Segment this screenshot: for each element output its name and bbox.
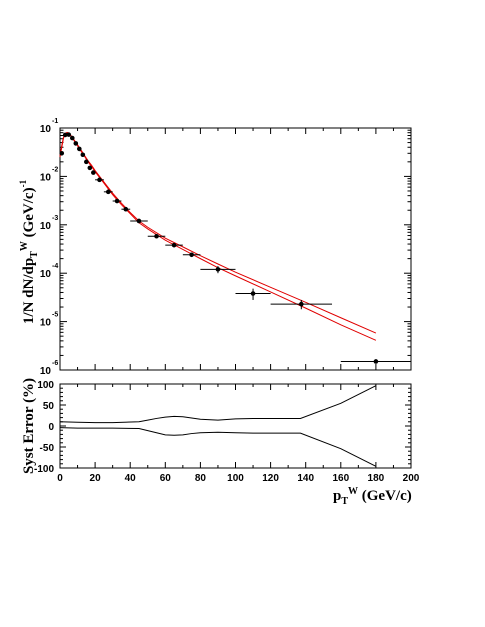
main-y-axis-title: 1/N dN/dpTW (GeV/c)-1 <box>18 179 40 324</box>
main-y-tick-exponent: -4 <box>52 263 58 270</box>
data-point <box>250 291 256 296</box>
data-point <box>77 146 82 152</box>
main-y-axis-title-tail: (GeV/c) <box>21 187 37 241</box>
main-y-axis-title-sup: W <box>19 241 30 251</box>
x-tick-label: 200 <box>403 473 420 484</box>
main-y-tick-label: 10 <box>40 318 52 329</box>
ratio-ticks <box>59 383 412 469</box>
syst-error-line <box>59 427 377 467</box>
fit-curve <box>59 131 377 334</box>
data-point <box>73 141 79 146</box>
main-panel: 10-110-210-310-410-510-6 1/N dN/dpTW (Ge… <box>18 118 412 377</box>
data-point <box>171 242 177 248</box>
main-y-tick-label: 10 <box>40 221 52 232</box>
data-point <box>62 132 68 138</box>
main-plot-frame <box>59 127 412 371</box>
data-point <box>59 151 65 156</box>
x-axis-title-sup: W <box>348 486 358 497</box>
x-axis-title-tail: (GeV/c) <box>358 488 412 504</box>
x-tick-label: 20 <box>90 473 102 484</box>
data-point <box>69 135 75 141</box>
x-tick-label: 40 <box>125 473 137 484</box>
x-tick-label: 100 <box>227 473 244 484</box>
ratio-y-tick-label: -50 <box>40 443 55 454</box>
data-point <box>84 159 89 165</box>
x-tick-labels: 0 20 40 60 80 100 120 140 160 180 200 <box>57 473 420 484</box>
ratio-plot-frame <box>59 383 412 469</box>
main-y-tick-exponent: -3 <box>52 215 58 222</box>
syst-error-line <box>59 385 377 424</box>
main-data-points <box>59 132 411 364</box>
main-y-tick-exponent: -6 <box>52 360 58 367</box>
x-axis-title: pTW (GeV/c) <box>333 486 412 507</box>
data-point <box>66 132 72 137</box>
data-point <box>105 189 111 195</box>
main-y-tick-label: 10 <box>40 124 52 135</box>
main-fit-curves <box>59 131 377 341</box>
data-point <box>91 170 96 175</box>
main-y-axis-title-sub: T <box>29 251 40 258</box>
x-axis-title-main: p <box>333 488 341 504</box>
data-point <box>123 206 129 212</box>
main-y-tick-label: 10 <box>40 366 52 377</box>
data-point <box>87 165 93 171</box>
data-point <box>299 301 304 307</box>
main-y-axis-title-tail-sup: -1 <box>18 179 28 187</box>
data-point <box>215 267 221 272</box>
ratio-y-tick-label: -100 <box>34 464 54 475</box>
x-axis-title-sub: T <box>341 496 348 507</box>
x-tick-label: 180 <box>368 473 385 484</box>
x-tick-label: 120 <box>262 473 279 484</box>
main-ticks <box>59 127 412 371</box>
data-point <box>97 177 102 183</box>
data-point <box>189 252 194 258</box>
main-y-tick-exponent: -2 <box>52 166 58 173</box>
ratio-y-tick-label: 50 <box>43 401 55 412</box>
x-tick-label: 0 <box>57 473 63 484</box>
main-y-tick-exponent: -5 <box>52 312 58 319</box>
main-y-axis-title-main: 1/N dN/dp <box>21 258 37 324</box>
main-y-tick-label: 10 <box>40 269 52 280</box>
x-tick-label: 80 <box>195 473 207 484</box>
x-tick-label: 160 <box>332 473 349 484</box>
ratio-y-axis-title: Syst Error (%) <box>21 378 37 474</box>
ratio-y-tick-label: 0 <box>48 422 54 433</box>
data-point <box>154 233 159 239</box>
ratio-error-bands <box>59 385 377 467</box>
ratio-y-tick-labels: 100 50 0 -50 -100 <box>34 380 54 475</box>
x-tick-label: 60 <box>160 473 172 484</box>
main-y-tick-exponent: -1 <box>52 118 58 125</box>
data-point <box>114 198 120 204</box>
data-point <box>80 152 86 158</box>
ratio-panel: 100 50 0 -50 -100 0 20 40 60 80 100 120 140 160 180 20… <box>21 378 420 507</box>
main-y-tick-label: 10 <box>40 172 52 183</box>
fit-curve <box>59 132 377 341</box>
ratio-y-tick-label: 100 <box>37 380 54 391</box>
data-point <box>136 218 142 224</box>
x-tick-label: 140 <box>297 473 314 484</box>
main-y-tick-labels: 10-110-210-310-410-510-6 <box>40 118 58 377</box>
data-point <box>373 359 379 364</box>
